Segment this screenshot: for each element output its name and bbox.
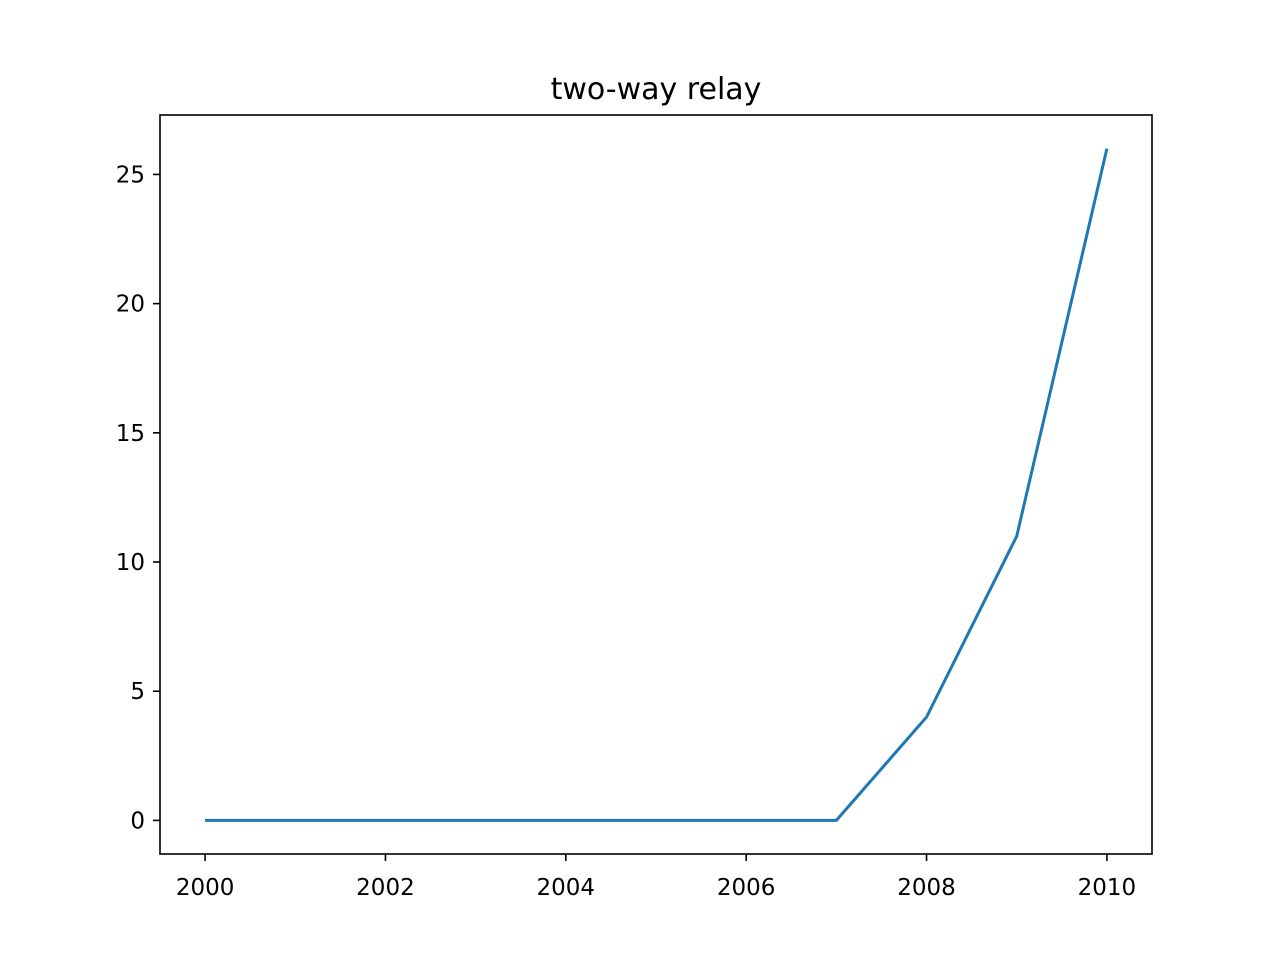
- y-tick-label-25: 25: [116, 162, 145, 188]
- x-tick-label-2006: 2006: [717, 875, 776, 901]
- x-axis: 2000 2002 2004 2006 2008 2010: [176, 854, 1136, 901]
- x-tick-label-2010: 2010: [1078, 875, 1137, 901]
- chart-title: two-way relay: [551, 72, 762, 107]
- series-layer: [205, 148, 1109, 822]
- x-tick-label-2002: 2002: [356, 875, 415, 901]
- x-tick-label-2004: 2004: [537, 875, 596, 901]
- y-tick-label-10: 10: [116, 550, 145, 576]
- x-tick-label-2008: 2008: [897, 875, 956, 901]
- y-tick-label-15: 15: [116, 421, 145, 447]
- series-line-0: [205, 148, 1109, 822]
- y-tick-label-20: 20: [116, 292, 145, 318]
- plot-frame: [159, 114, 1153, 855]
- y-tick-label-5: 5: [130, 679, 145, 705]
- x-tick-label-2000: 2000: [176, 875, 235, 901]
- y-axis: 0 5 10 15 20 25: [116, 162, 160, 834]
- y-tick-label-0: 0: [130, 808, 145, 834]
- plot-area: [159, 114, 1153, 855]
